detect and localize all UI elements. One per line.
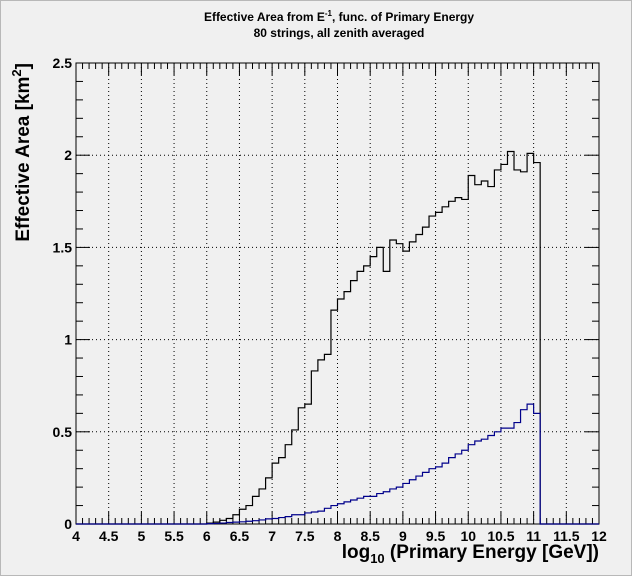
title-suffix: , func. of Primary Energy: [332, 10, 475, 24]
y-tick-label: 2: [64, 147, 72, 163]
x-tick-label: 12: [591, 528, 607, 544]
x-tick-label: 5.5: [164, 528, 184, 544]
chart-subtitle: 80 strings, all zenith averaged: [253, 26, 425, 40]
y-axis-label-close: ]: [13, 63, 34, 69]
x-tick-label: 10.5: [487, 528, 514, 544]
x-tick-label: 4.5: [99, 528, 119, 544]
x-axis-label: log10 (Primary Energy [GeV]): [342, 542, 599, 566]
y-tick-label: 0: [64, 516, 72, 532]
x-tick-label: 11: [526, 528, 541, 544]
y-tick-label: 1.5: [53, 239, 73, 255]
plot-area: [76, 63, 599, 524]
x-tick-label: 9: [399, 528, 407, 544]
x-axis-label-sub: 10: [370, 551, 384, 566]
y-axis-label-sup: 2: [9, 69, 24, 76]
title-prefix: Effective Area from E: [203, 10, 325, 24]
x-tick-label: 5: [137, 528, 145, 544]
x-axis-label-prefix: log: [342, 542, 371, 563]
chart-title: Effective Area from E-1, func. of Primar…: [179, 9, 499, 24]
x-tick-label: 10: [460, 528, 476, 544]
x-tick-label: 6.5: [230, 528, 250, 544]
x-tick-label: 4: [72, 528, 80, 544]
x-axis-label-suffix: (Primary Energy [GeV]): [385, 542, 599, 563]
y-tick-label: 0.5: [53, 424, 73, 440]
x-tick-label: 6: [203, 528, 211, 544]
y-tick-label: 2.5: [53, 55, 73, 71]
x-tick-label: 8: [334, 528, 342, 544]
series-line-2: [76, 403, 599, 525]
y-tick-label: 1: [64, 332, 72, 348]
plot-frame: [75, 62, 600, 525]
title-superscript: -1: [324, 9, 332, 18]
title-box: Effective Area from E-1, func. of Primar…: [179, 5, 499, 45]
x-tick-label: 7: [268, 528, 276, 544]
x-tick-label: 8.5: [360, 528, 380, 544]
y-axis-label: Effective Area [km2]: [9, 63, 34, 242]
x-tick-label: 9.5: [426, 528, 446, 544]
x-tick-label: 11.5: [553, 528, 580, 544]
x-tick-label: 7.5: [295, 528, 315, 544]
y-axis-label-text: Effective Area [km: [13, 77, 34, 242]
